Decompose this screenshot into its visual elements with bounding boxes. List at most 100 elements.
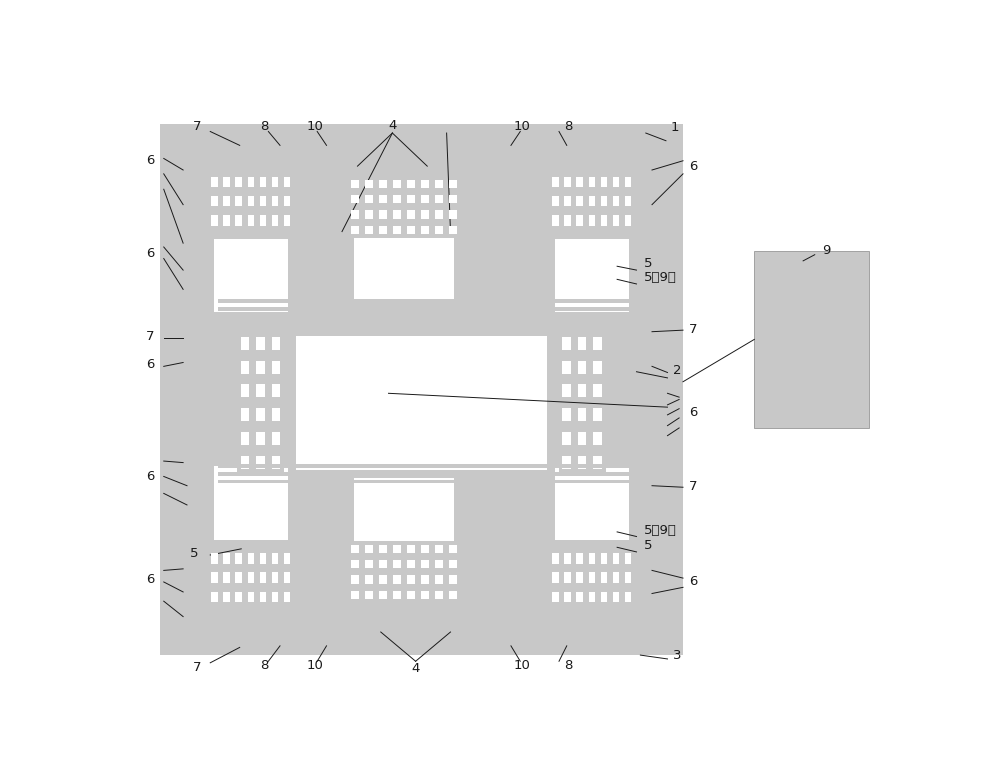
Bar bbox=[209, 172, 293, 230]
Bar bbox=[449, 560, 457, 568]
Bar bbox=[365, 560, 373, 568]
Text: 5: 5 bbox=[644, 539, 653, 553]
Text: 5: 5 bbox=[190, 547, 199, 560]
Bar bbox=[449, 180, 457, 188]
Bar bbox=[613, 196, 619, 206]
Bar bbox=[613, 553, 619, 563]
Bar bbox=[578, 337, 586, 350]
Bar bbox=[272, 215, 278, 226]
Bar bbox=[272, 337, 280, 350]
Bar bbox=[407, 210, 415, 219]
Bar bbox=[589, 215, 595, 226]
Bar bbox=[593, 337, 602, 350]
Bar bbox=[211, 591, 218, 602]
Bar bbox=[593, 408, 602, 421]
Bar bbox=[407, 560, 415, 568]
Bar bbox=[564, 572, 571, 583]
Bar bbox=[552, 177, 559, 187]
Bar bbox=[284, 572, 290, 583]
Bar bbox=[223, 591, 230, 602]
Text: 6: 6 bbox=[689, 576, 698, 588]
Bar bbox=[421, 180, 429, 188]
Bar bbox=[648, 343, 683, 370]
Bar bbox=[576, 553, 583, 563]
Bar bbox=[218, 464, 683, 468]
Bar bbox=[407, 180, 415, 188]
Text: 5（9）: 5（9） bbox=[644, 271, 677, 284]
Bar bbox=[256, 384, 265, 398]
Bar bbox=[256, 408, 265, 421]
Bar bbox=[260, 591, 266, 602]
Text: 10: 10 bbox=[513, 660, 530, 673]
Bar bbox=[256, 432, 265, 445]
Bar bbox=[160, 343, 195, 370]
Bar bbox=[613, 177, 619, 187]
Bar bbox=[272, 456, 280, 469]
Bar bbox=[601, 196, 607, 206]
Bar bbox=[550, 172, 634, 230]
Bar bbox=[552, 215, 559, 226]
Bar bbox=[601, 177, 607, 187]
Bar bbox=[379, 226, 387, 234]
Bar bbox=[248, 591, 254, 602]
Bar bbox=[272, 196, 278, 206]
Bar bbox=[552, 553, 559, 563]
Bar bbox=[365, 591, 373, 599]
Bar bbox=[241, 337, 249, 350]
Bar bbox=[393, 210, 401, 219]
Bar bbox=[351, 180, 359, 188]
Bar bbox=[435, 195, 443, 203]
Bar bbox=[407, 226, 415, 234]
Bar bbox=[218, 472, 683, 476]
Bar bbox=[272, 572, 278, 583]
Bar bbox=[160, 124, 683, 655]
Bar bbox=[379, 210, 387, 219]
Bar bbox=[589, 553, 595, 563]
Bar bbox=[218, 307, 683, 311]
Bar bbox=[235, 196, 242, 206]
Bar bbox=[578, 432, 586, 445]
Bar bbox=[552, 196, 559, 206]
Bar bbox=[235, 591, 242, 602]
Text: 6: 6 bbox=[146, 154, 154, 167]
Bar bbox=[547, 459, 637, 609]
Bar bbox=[379, 545, 387, 553]
Bar bbox=[272, 177, 278, 187]
Bar bbox=[348, 541, 460, 603]
Bar bbox=[223, 196, 230, 206]
Bar bbox=[576, 215, 583, 226]
Bar bbox=[379, 575, 387, 584]
Text: 6: 6 bbox=[146, 357, 154, 370]
Bar bbox=[160, 436, 195, 463]
Bar bbox=[202, 228, 640, 234]
Bar bbox=[564, 553, 571, 563]
Bar bbox=[248, 196, 254, 206]
Text: 6: 6 bbox=[146, 246, 154, 260]
Bar bbox=[449, 591, 457, 599]
Bar bbox=[183, 147, 660, 158]
Bar bbox=[351, 195, 359, 203]
Bar bbox=[235, 572, 242, 583]
Bar bbox=[206, 170, 296, 320]
Text: 8: 8 bbox=[564, 660, 572, 673]
Text: 8: 8 bbox=[260, 120, 269, 133]
Bar bbox=[248, 177, 254, 187]
Bar bbox=[435, 545, 443, 553]
Text: 5（9）: 5（9） bbox=[644, 524, 677, 537]
Bar bbox=[284, 196, 290, 206]
Bar bbox=[601, 553, 607, 563]
Bar bbox=[214, 467, 288, 539]
Bar bbox=[625, 553, 631, 563]
Bar bbox=[211, 572, 218, 583]
Bar bbox=[421, 591, 429, 599]
Bar bbox=[183, 147, 195, 632]
Bar bbox=[256, 337, 265, 350]
Bar bbox=[449, 226, 457, 234]
Bar bbox=[365, 210, 373, 219]
Bar bbox=[272, 432, 280, 445]
Bar bbox=[209, 549, 293, 607]
Bar bbox=[578, 408, 586, 421]
Bar bbox=[365, 575, 373, 584]
Bar bbox=[241, 360, 249, 374]
Bar bbox=[576, 572, 583, 583]
